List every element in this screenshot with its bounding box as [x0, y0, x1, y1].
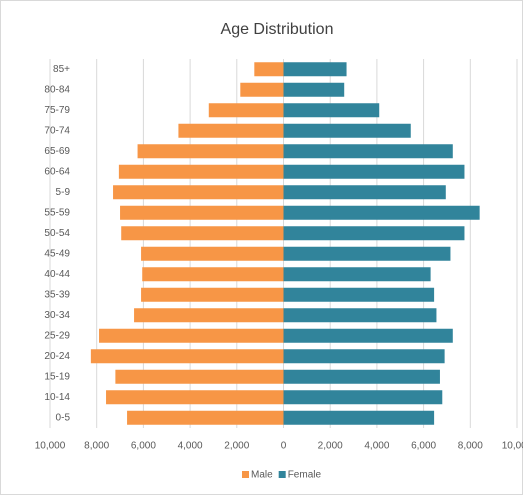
y-tick-label: 50-54 — [44, 228, 70, 239]
bar — [283, 349, 445, 364]
x-tick-label: 8,000 — [458, 441, 483, 452]
y-tick-label: 30-34 — [44, 310, 70, 321]
bar — [141, 246, 284, 261]
legend-label: Male — [251, 470, 273, 481]
x-tick-label: 6,000 — [411, 441, 436, 452]
bar — [283, 185, 446, 200]
bar — [283, 287, 435, 302]
bar — [134, 308, 284, 323]
bar — [118, 164, 284, 179]
bar — [283, 267, 431, 282]
bar — [106, 390, 284, 405]
x-tick-label: 8,000 — [84, 441, 109, 452]
bar — [141, 287, 284, 302]
x-tick-label: 2,000 — [318, 441, 343, 452]
bar — [240, 82, 284, 97]
legend-swatch — [242, 471, 249, 478]
y-tick-label: 0-5 — [56, 412, 71, 423]
bar — [283, 62, 347, 77]
y-tick-label: 45-49 — [44, 248, 70, 259]
legend-label: Female — [288, 470, 322, 481]
y-tick-label: 80-84 — [44, 84, 70, 95]
bar — [137, 144, 284, 159]
y-tick-label: 25-29 — [44, 330, 70, 341]
bar — [208, 103, 284, 118]
bar — [99, 328, 284, 343]
x-tick-label: 2,000 — [224, 441, 249, 452]
bar — [178, 123, 284, 138]
bar — [283, 369, 440, 384]
x-tick-label: 10,000 — [502, 441, 523, 452]
y-tick-label: 40-44 — [44, 269, 70, 280]
bar — [283, 390, 443, 405]
bar — [283, 328, 453, 343]
y-tick-label: 10-14 — [44, 392, 70, 403]
y-tick-label: 5-9 — [56, 187, 71, 198]
bar — [283, 205, 480, 220]
bar — [254, 62, 284, 77]
bar — [283, 164, 465, 179]
bar — [142, 267, 284, 282]
legend-swatch — [278, 471, 286, 478]
bar — [283, 123, 411, 138]
x-tick-label: 4,000 — [364, 441, 389, 452]
bar — [283, 82, 345, 97]
y-tick-label: 65-69 — [44, 146, 70, 157]
y-tick-label: 60-64 — [44, 166, 70, 177]
y-tick-label: 75-79 — [44, 105, 70, 116]
bar — [113, 185, 284, 200]
bar — [121, 226, 284, 241]
bar — [283, 410, 435, 425]
bar — [283, 103, 380, 118]
bar — [283, 226, 465, 241]
bar — [120, 205, 284, 220]
bar — [283, 308, 437, 323]
y-tick-label: 15-19 — [44, 371, 70, 382]
y-tick-label: 55-59 — [44, 207, 70, 218]
bar — [127, 410, 284, 425]
x-tick-label: 4,000 — [178, 441, 203, 452]
y-tick-label: 35-39 — [44, 289, 70, 300]
y-tick-label: 85+ — [53, 64, 70, 75]
x-tick-label: 0 — [281, 441, 287, 452]
bar — [283, 144, 453, 159]
x-tick-label: 10,000 — [35, 441, 66, 452]
bar — [283, 246, 451, 261]
chart-title: Age Distribution — [221, 21, 334, 38]
bar — [115, 369, 284, 384]
y-tick-label: 20-24 — [44, 351, 70, 362]
bar — [90, 349, 284, 364]
x-tick-label: 6,000 — [131, 441, 156, 452]
y-tick-label: 70-74 — [44, 125, 70, 136]
